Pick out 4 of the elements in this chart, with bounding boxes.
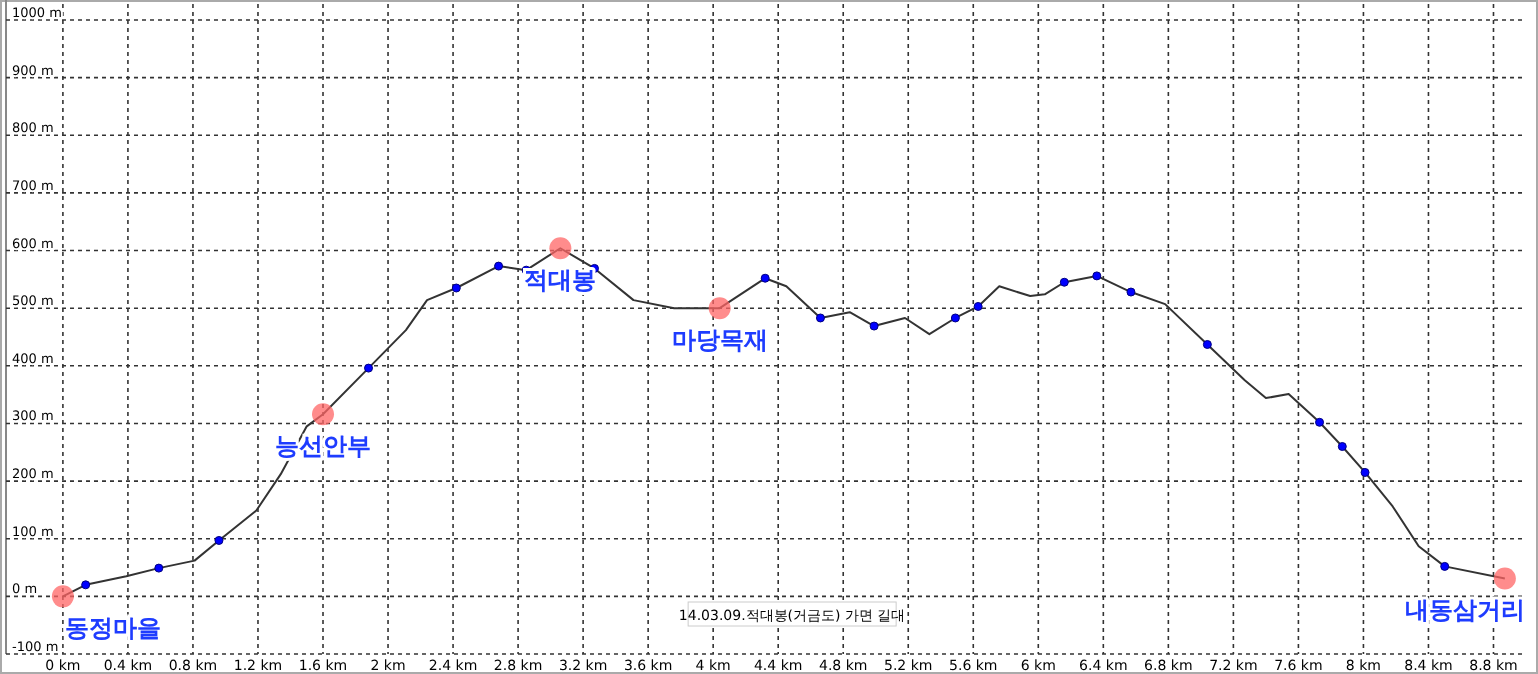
annotation: 적대봉 (524, 266, 597, 295)
annotation: 동정마을 (64, 614, 161, 643)
annotation: 내동삼거리 (1404, 596, 1525, 625)
annotation: 마당목재 (671, 326, 768, 355)
